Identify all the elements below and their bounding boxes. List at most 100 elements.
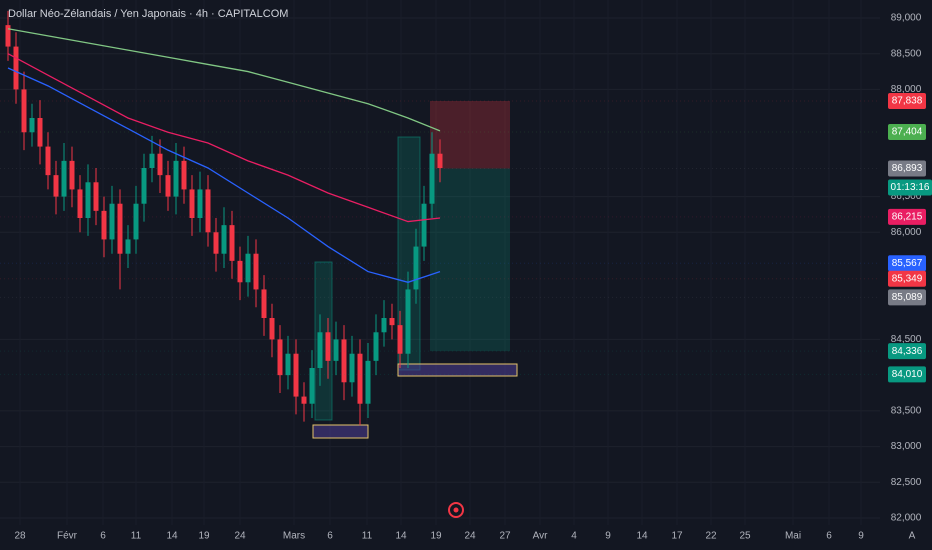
x-tick-label: 6: [826, 531, 832, 542]
candle-body: [333, 339, 339, 361]
candle-body: [197, 189, 203, 218]
candle-body: [341, 339, 347, 383]
event-icon-dot: [453, 507, 459, 513]
y-tick-label: 88,500: [891, 48, 922, 59]
candle-body: [165, 175, 171, 197]
zone: [312, 424, 369, 439]
candle-body: [149, 153, 155, 168]
x-tick-label: 6: [327, 531, 333, 542]
price-tag-label: 87,404: [892, 127, 923, 138]
candle-body: [77, 189, 83, 218]
candle-body: [221, 225, 227, 254]
x-tick-label: 22: [705, 531, 717, 542]
candle-body: [429, 153, 435, 204]
price-tag-label: 85,089: [892, 292, 923, 303]
price-tag: [888, 208, 926, 225]
candle-body: [141, 168, 147, 204]
candle-body: [301, 396, 307, 404]
price-tag: [888, 124, 926, 140]
x-tick-label: 14: [636, 531, 648, 542]
candle-body: [181, 160, 187, 190]
price-tag: [888, 160, 926, 177]
x-tick-label: 11: [362, 531, 373, 542]
candle-body: [261, 289, 267, 318]
price-tag-label: 87,838: [892, 96, 923, 107]
candle-body: [237, 260, 243, 283]
plot: [0, 10, 880, 426]
candle-body: [269, 318, 275, 340]
price-tag: [888, 343, 926, 360]
x-tick-label: 24: [234, 531, 246, 542]
x-tick-label: 27: [499, 531, 511, 542]
countdown: 01:13:16: [891, 182, 930, 193]
candle-body: [133, 203, 139, 240]
candle-body: [125, 239, 131, 254]
candle-body: [45, 146, 51, 176]
candle-body: [109, 203, 115, 240]
x-tick-label: 6: [100, 531, 106, 542]
candle-body: [13, 46, 19, 90]
moving-average: [7, 28, 441, 132]
x-tick-label: 25: [739, 531, 751, 542]
candle-body: [245, 253, 251, 283]
price-tag: [888, 255, 926, 272]
y-tick-label: 89,000: [891, 13, 922, 24]
zone: [314, 261, 333, 421]
x-tick-label: 17: [671, 531, 683, 542]
candle-body: [389, 318, 395, 326]
candle-body: [101, 210, 107, 240]
stop-zone: [430, 101, 510, 169]
countdown-tag: [888, 179, 932, 196]
candle-body: [37, 118, 43, 147]
zone: [397, 363, 518, 377]
candle-body: [357, 353, 363, 404]
price-tag: [888, 270, 926, 287]
y-tick-label: 83,500: [891, 405, 922, 416]
candle-body: [69, 160, 75, 190]
axis: 89,000 88,500 88,000 86,500 86,000 84,500 83,5…: [14, 13, 932, 542]
candle-body: [365, 360, 371, 404]
y-tick-label: 82,500: [891, 477, 922, 488]
candle-body: [29, 118, 35, 133]
y-tick-label: 88,000: [891, 84, 922, 95]
candle-body: [85, 182, 91, 218]
price-tag-label: 85,349: [892, 273, 923, 284]
candle-body: [293, 353, 299, 397]
candle-body: [285, 353, 291, 376]
price-tag-label: 84,010: [892, 369, 923, 380]
candle-body: [381, 318, 387, 333]
x-tick-label: Févr: [57, 531, 78, 542]
y-tick-label: 86,000: [891, 227, 922, 238]
candle-body: [413, 246, 419, 290]
y-tick-label: 86,500: [891, 191, 922, 202]
candle-body: [325, 332, 331, 361]
x-tick-label: 4: [571, 531, 577, 542]
price-tag: [888, 366, 926, 383]
y-tick-label: 84,500: [891, 334, 922, 345]
price-tag-label: 84,336: [892, 346, 923, 357]
price-tag-label: 85,567: [892, 258, 923, 269]
x-tick-label: 14: [395, 531, 407, 542]
candle-body: [421, 203, 427, 247]
x-tick-label: 19: [430, 531, 442, 542]
x-tick-label: 9: [605, 531, 611, 542]
candle-body: [173, 160, 179, 197]
candle-body: [373, 332, 379, 361]
x-tick-label: Avr: [533, 531, 548, 542]
price-tag: [888, 289, 926, 306]
candle-body: [5, 25, 11, 47]
candle-body: [229, 225, 235, 261]
x-tick-label: 11: [131, 531, 142, 542]
y-tick-label: 83,000: [891, 441, 922, 452]
moving-average: [7, 53, 441, 223]
candle-body: [397, 325, 403, 354]
x-tick-label: 19: [198, 531, 210, 542]
x-tick-label: Mars: [283, 531, 305, 542]
candle-body: [189, 189, 195, 218]
candle-body: [93, 182, 99, 211]
candle-body: [317, 332, 323, 368]
scale-mode[interactable]: A: [909, 531, 916, 542]
